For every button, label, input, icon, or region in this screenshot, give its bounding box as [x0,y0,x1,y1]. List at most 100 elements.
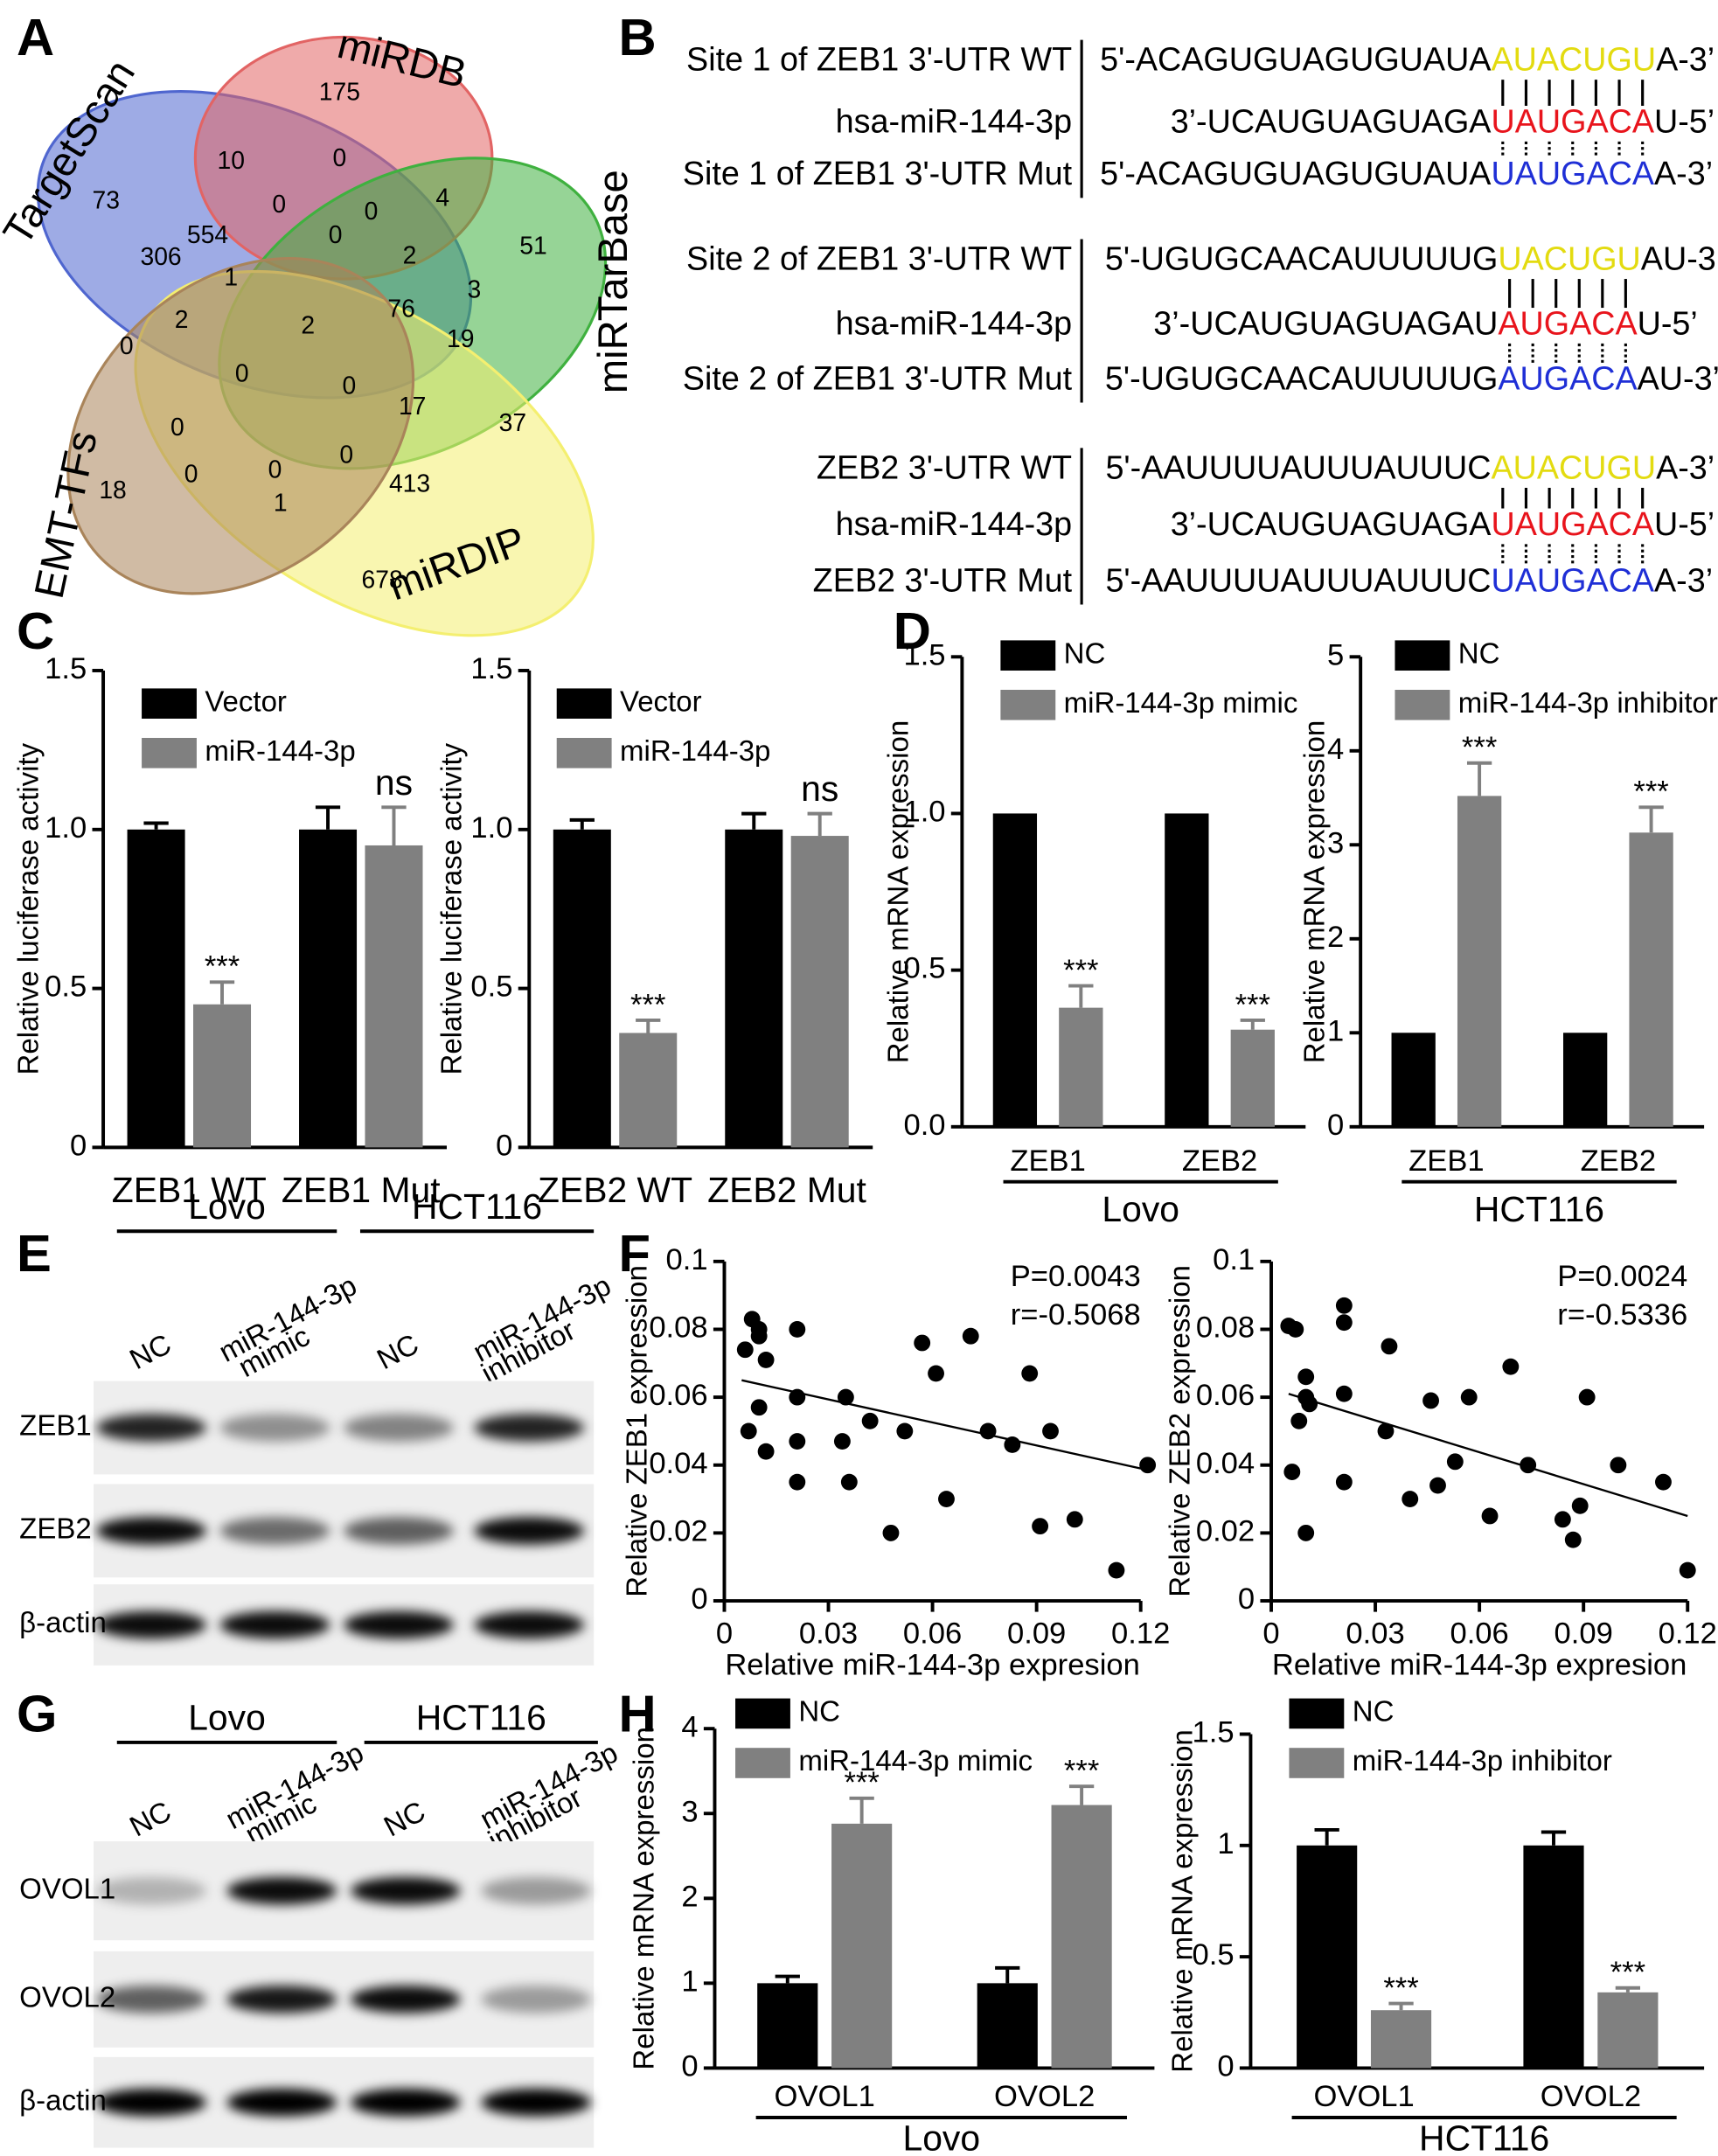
x-tick-label: ZEB2 WT [538,1170,692,1210]
point [1297,1524,1315,1541]
panel-label: B [618,8,656,66]
panel-label: A [17,8,54,66]
point [1520,1457,1537,1474]
lane-label: NC [372,1327,423,1375]
y-axis-label: Relative mRNA expression [1166,1729,1199,2073]
bar [365,845,423,1148]
point [1578,1388,1596,1406]
venn-count: 0 [343,372,357,400]
venn-count: 0 [268,456,282,483]
error-bar [1068,984,1094,1008]
y-tick-label: 0.02 [1196,1515,1255,1548]
sequence-suffix: AU-3’ [1641,240,1718,277]
x-tick-label: 0.12 [1111,1617,1170,1650]
venn-count: 10 [217,146,244,174]
blot-band [481,1986,592,2013]
error-bar [569,817,595,830]
venn-count: 0 [184,459,198,487]
legend-swatch [1000,689,1056,720]
panel-label: E [17,1224,52,1283]
group-label: HCT116 [1419,2118,1549,2156]
y-axis-label: Relative mRNA expression [628,1727,660,2069]
point [789,1473,806,1491]
venn-count: 0 [339,440,353,468]
venn-count: 2 [403,240,417,268]
error-bar [807,811,832,837]
error-bar [1388,2001,1414,2011]
venn-count: 554 [187,220,228,248]
bar [299,829,358,1148]
point [837,1388,854,1406]
error-bar [143,821,169,830]
y-tick-label: 1 [681,1965,698,1998]
point [1460,1388,1478,1406]
y-tick-label: 0.5 [1193,1938,1235,1972]
blot-band [350,1876,461,1905]
legend-swatch [556,738,612,769]
significance-label: ns [375,762,413,803]
lane-label: NC [379,1795,430,1843]
venn-count: 0 [170,413,184,441]
error-bar [1068,1784,1095,1805]
sequence-suffix: U-5’ [1654,102,1715,139]
error-bar [381,805,407,845]
panel-label: H [618,1684,656,1742]
legend-swatch [556,688,612,719]
y-tick-label: 0.04 [649,1447,707,1480]
group-label: Lovo [1102,1189,1179,1229]
bar [1457,796,1502,1127]
venn-count: 0 [365,197,379,225]
point [1655,1473,1672,1491]
trendline [1288,1393,1688,1518]
annotation: r=-0.5068 [1011,1298,1141,1332]
point [1381,1338,1398,1355]
point [1032,1518,1049,1535]
legend-label: NC [1064,636,1106,669]
sequence-prefix: 3’-UCAUGUAGUAGA [1171,102,1492,139]
legend-label: NC [798,1695,840,1728]
blot-band [96,1610,206,1639]
error-bar [1466,761,1492,796]
venn-count: 2 [301,311,315,339]
x-tick-label: ZEB2 Mut [707,1170,866,1210]
error-bar [315,805,341,830]
legend-label: Vector [205,685,287,717]
x-tick-label: OVOL2 [994,2080,1095,2113]
point [1610,1457,1627,1474]
error-bar [1240,1018,1265,1030]
significance-label: *** [1063,954,1098,987]
point [882,1524,900,1541]
bar [1051,1805,1112,2069]
point [1554,1511,1571,1528]
significance-label: ns [801,769,838,809]
bar [127,829,185,1148]
significance-label: *** [1064,1755,1099,1788]
venn-count: 3 [468,275,482,303]
legend-swatch [1395,640,1450,671]
point [789,1433,806,1450]
blot-band [350,1986,461,2013]
point [1377,1422,1395,1440]
significance-label: *** [630,988,665,1021]
bar [757,1983,818,2069]
venn-count: 0 [120,331,134,359]
y-axis-label: Relative luciferase activity [11,742,44,1075]
bar [1629,832,1673,1127]
x-tick-label: 0 [1262,1617,1279,1650]
y-axis-label: Relative mRNA expression [1298,720,1331,1063]
y-tick-label: 4 [1327,733,1344,766]
x-tick-label: ZEB2 [1581,1144,1656,1178]
legend-swatch [1395,689,1450,720]
blot-band [474,1610,585,1639]
point [840,1473,858,1491]
point [750,1399,768,1416]
bar [1597,1992,1659,2069]
point [1571,1497,1589,1514]
venn-set-label: miRTarBase [589,170,636,393]
y-tick-label: 0.08 [1196,1311,1255,1345]
blot-band [344,1414,454,1442]
annotation: P=0.0043 [1011,1260,1141,1293]
blot-band [219,1610,330,1639]
point [1290,1412,1308,1429]
x-tick-label: OVOL1 [1313,2080,1414,2113]
